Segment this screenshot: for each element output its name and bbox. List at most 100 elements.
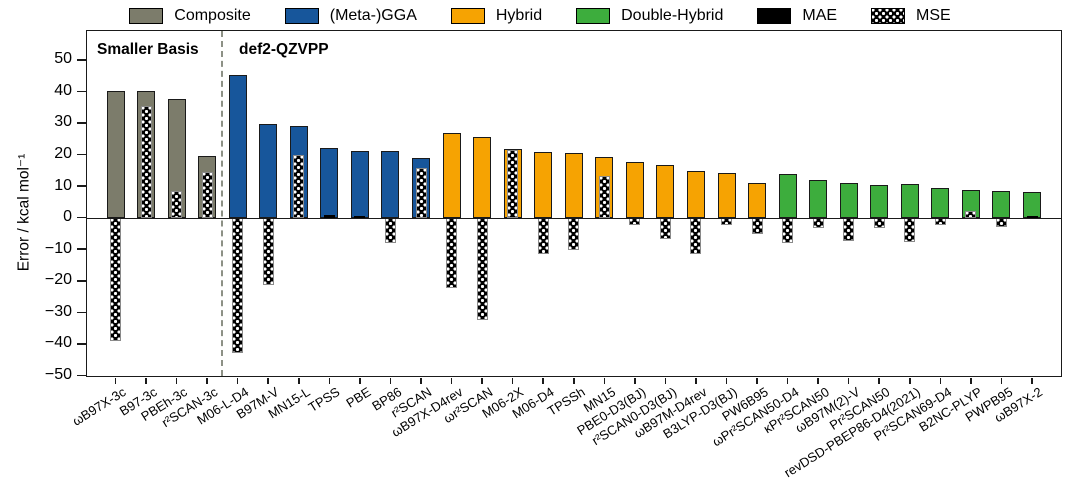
bar-mse-ωB97X-D4rev: [446, 217, 458, 288]
x-tick: [450, 378, 453, 384]
y-tick: [77, 90, 86, 93]
mae-pattern-swatch: [757, 8, 792, 24]
y-tick-label: −30: [44, 302, 72, 320]
bar-mae-ωB97X-3c: [106, 91, 125, 218]
x-tick-label-PBE: PBE: [343, 384, 374, 411]
bar-mae-BP86: [381, 151, 400, 218]
bar-mse-MN15-L: [293, 155, 305, 218]
bar-mse-ωB97X-2: [1026, 216, 1038, 218]
bar-mae-TPSSh: [564, 152, 583, 218]
y-tick-label: −10: [44, 239, 72, 257]
bar-mse-revDSD-PBEP86-D4(2021): [904, 217, 916, 243]
legend-item-hybrid: Hybrid: [450, 8, 542, 24]
bar-mae-PBE: [350, 151, 369, 218]
bar-mse-ωr²SCAN: [476, 217, 488, 320]
x-tick: [847, 378, 850, 384]
legend-item-mae: MAE: [757, 8, 837, 24]
x-tick: [878, 378, 881, 384]
x-tick: [572, 378, 575, 384]
bar-mse-ωB97X-3c: [110, 217, 121, 341]
x-tick: [114, 378, 117, 384]
y-tick-label: −40: [44, 334, 72, 352]
bar-mae-Pr²SCAN50: [870, 184, 889, 218]
y-tick-label: 40: [54, 81, 72, 99]
legend-label: MSE: [916, 7, 951, 24]
x-tick-label-TPSS: TPSS: [306, 384, 343, 415]
bar-mae-PW6B95: [748, 182, 767, 218]
y-tick-label: 10: [54, 176, 72, 194]
bar-mae-ωB97X-D4rev: [442, 133, 461, 218]
region-label-smaller-basis: Smaller Basis: [97, 41, 199, 58]
bar-mse-PW6B95: [751, 217, 763, 235]
basis-separator-dashed-line: [221, 31, 223, 376]
bar-mae-ωB97X-2: [1023, 191, 1041, 218]
bar-mse-TPSS: [323, 214, 335, 218]
bar-mae-κPr²SCAN50: [809, 180, 828, 218]
bar-mse-MN15: [598, 176, 610, 218]
bar-mae-B3LYP-D3(BJ): [717, 172, 736, 218]
x-tick: [725, 378, 728, 384]
x-tick: [1000, 378, 1003, 384]
x-tick: [817, 378, 819, 384]
x-tick: [909, 378, 911, 384]
y-tick-label: −50: [44, 366, 72, 384]
y-tick: [77, 122, 86, 124]
bar-mse-r²SCAN-3c: [201, 171, 213, 218]
y-tick: [77, 216, 86, 219]
bar-mse-Pr²SCAN50: [873, 217, 885, 229]
bar-mae-ωPr²SCAN50-D4: [778, 174, 797, 218]
x-tick: [298, 378, 300, 384]
x-tick: [206, 378, 208, 384]
x-tick: [970, 378, 972, 384]
y-tick-label: −20: [44, 271, 72, 289]
legend-label: (Meta-)GGA: [329, 7, 417, 24]
x-tick: [511, 378, 514, 384]
x-tick: [236, 378, 239, 384]
bar-mse-BP86: [384, 217, 396, 243]
bar-mae-r²SCAN0-D3(BJ): [656, 164, 675, 218]
bar-mse-PBEh-3c: [171, 190, 183, 218]
y-tick: [77, 153, 86, 156]
y-axis-title: Error / kcal mol⁻¹: [15, 153, 33, 272]
x-tick: [695, 378, 697, 384]
bar-mse-TPSSh: [568, 217, 580, 251]
x-tick: [267, 378, 270, 384]
legend-label: MAE: [802, 7, 838, 24]
chart-legend: Composite (Meta-)GGA Hybrid Double-Hybri…: [0, 2, 1080, 30]
bar-mse-PBE: [354, 216, 366, 218]
x-tick: [389, 378, 392, 384]
y-tick-label: 20: [54, 145, 72, 163]
y-tick: [77, 280, 86, 282]
y-tick: [77, 343, 86, 345]
bar-mse-B97M-V: [262, 217, 274, 285]
y-tick: [77, 311, 86, 314]
bar-mae-ωB97M-D4rev: [686, 171, 705, 218]
legend-item-mse: MSE: [871, 8, 951, 24]
bar-mse-B97-3c: [140, 105, 152, 218]
y-tick-label: 50: [54, 50, 72, 68]
x-tick: [756, 378, 758, 384]
plot-area: Smaller Basis def2-QZVPP: [77, 30, 1062, 384]
x-tick: [175, 378, 178, 384]
hybrid-color-swatch: [450, 8, 485, 24]
x-tick: [603, 378, 606, 384]
bar-mse-M06-D4: [537, 217, 549, 254]
bar-mae-PBE0-D3(BJ): [625, 161, 644, 218]
y-tick-label: 30: [54, 113, 72, 131]
bar-mae-PWPB95: [992, 190, 1011, 218]
legend-label: Double-Hybrid: [621, 7, 724, 24]
bar-mae-Pr²SCAN69-D4: [931, 188, 950, 218]
bar-mse-M06-2X: [507, 150, 519, 218]
x-tick: [328, 378, 331, 384]
mse-pattern-swatch: [871, 8, 906, 24]
bar-mse-ωPr²SCAN50-D4: [782, 217, 794, 243]
bar-mae-M06-L-D4: [228, 74, 247, 218]
region-label-def2-qzvpp: def2-QZVPP: [239, 41, 329, 58]
y-tick: [77, 248, 86, 251]
x-tick: [1031, 378, 1033, 384]
legend-item-composite: Composite: [129, 8, 251, 24]
x-tick: [420, 378, 422, 384]
x-tick: [145, 378, 147, 384]
bar-mse-M06-L-D4: [232, 217, 244, 353]
